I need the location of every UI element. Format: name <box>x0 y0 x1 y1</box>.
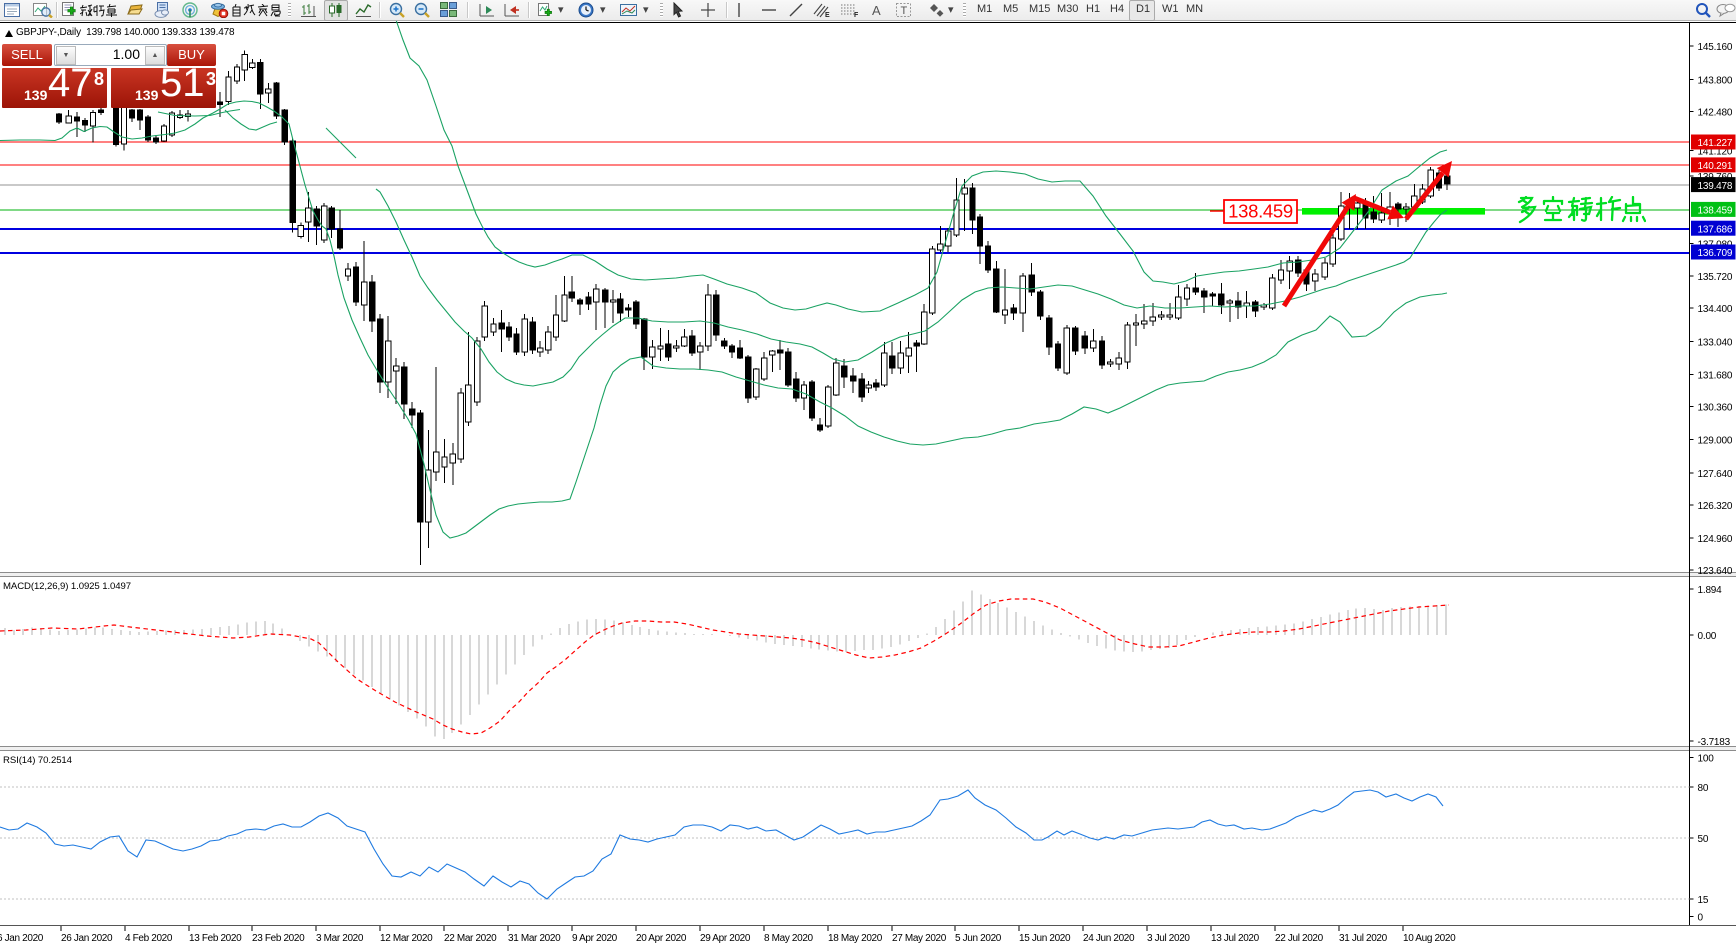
svg-text:139.478: 139.478 <box>1698 181 1733 192</box>
svg-text:50: 50 <box>1698 834 1709 845</box>
svg-text:145.160: 145.160 <box>1698 42 1733 53</box>
svg-text:126.320: 126.320 <box>1698 501 1733 512</box>
svg-text:6 Jan 2020: 6 Jan 2020 <box>0 933 44 944</box>
svg-text:124.960: 124.960 <box>1698 534 1733 545</box>
svg-text:138.459: 138.459 <box>1228 201 1293 222</box>
svg-text:129.000: 129.000 <box>1698 436 1733 447</box>
svg-text:26 Jan 2020: 26 Jan 2020 <box>61 933 113 944</box>
svg-text:RSI(14) 70.2514: RSI(14) 70.2514 <box>3 755 73 766</box>
svg-text:23 Feb 2020: 23 Feb 2020 <box>252 933 305 944</box>
svg-text:12 Mar 2020: 12 Mar 2020 <box>380 933 433 944</box>
svg-text:E: E <box>825 12 830 18</box>
svg-text:8 May 2020: 8 May 2020 <box>764 933 814 944</box>
svg-text:0: 0 <box>1698 913 1704 924</box>
svg-text:123.640: 123.640 <box>1698 566 1733 577</box>
svg-text:3 Jul 2020: 3 Jul 2020 <box>1147 933 1190 944</box>
svg-text:18 May 2020: 18 May 2020 <box>828 933 883 944</box>
svg-text:136.709: 136.709 <box>1698 248 1733 259</box>
svg-text:127.640: 127.640 <box>1698 469 1733 480</box>
svg-text:5 Jun 2020: 5 Jun 2020 <box>955 933 1002 944</box>
svg-text:141.227: 141.227 <box>1698 138 1733 149</box>
svg-text:1.894: 1.894 <box>1698 585 1723 596</box>
svg-text:143.800: 143.800 <box>1698 75 1733 86</box>
svg-text:MACD(12,26,9) 1.0925 1.0497: MACD(12,26,9) 1.0925 1.0497 <box>3 581 131 592</box>
svg-text:135.720: 135.720 <box>1698 272 1733 283</box>
svg-text:F: F <box>854 12 859 18</box>
svg-text:13 Jul 2020: 13 Jul 2020 <box>1211 933 1260 944</box>
svg-text:31 Mar 2020: 31 Mar 2020 <box>508 933 561 944</box>
svg-text:131.680: 131.680 <box>1698 370 1733 381</box>
svg-text:138.459: 138.459 <box>1698 206 1733 217</box>
svg-text:29 Apr 2020: 29 Apr 2020 <box>700 933 751 944</box>
svg-text:134.400: 134.400 <box>1698 304 1733 315</box>
svg-text:141.120: 141.120 <box>1698 147 1733 158</box>
svg-text:31 Jul 2020: 31 Jul 2020 <box>1339 933 1388 944</box>
svg-text:-3.7183: -3.7183 <box>1698 737 1731 748</box>
svg-text:20 Apr 2020: 20 Apr 2020 <box>636 933 687 944</box>
svg-text:22 Jul 2020: 22 Jul 2020 <box>1275 933 1324 944</box>
svg-text:10 Aug 2020: 10 Aug 2020 <box>1403 933 1456 944</box>
svg-text:13 Feb 2020: 13 Feb 2020 <box>189 933 242 944</box>
svg-text:130.360: 130.360 <box>1698 403 1733 414</box>
svg-text:137.686: 137.686 <box>1698 224 1733 235</box>
svg-text:15: 15 <box>1698 895 1709 906</box>
svg-text:133.040: 133.040 <box>1698 337 1733 348</box>
svg-text:3 Mar 2020: 3 Mar 2020 <box>316 933 364 944</box>
svg-text:4 Feb 2020: 4 Feb 2020 <box>125 933 173 944</box>
svg-text:24 Jun 2020: 24 Jun 2020 <box>1083 933 1135 944</box>
svg-text:27 May 2020: 27 May 2020 <box>892 933 947 944</box>
svg-text:0.00: 0.00 <box>1698 631 1717 642</box>
svg-text:100: 100 <box>1698 754 1715 765</box>
svg-text:142.480: 142.480 <box>1698 107 1733 118</box>
svg-text:80: 80 <box>1698 783 1709 794</box>
svg-text:9 Apr 2020: 9 Apr 2020 <box>572 933 618 944</box>
svg-text:T: T <box>901 5 908 17</box>
svg-text:15 Jun 2020: 15 Jun 2020 <box>1019 933 1071 944</box>
svg-text:22 Mar 2020: 22 Mar 2020 <box>444 933 497 944</box>
svg-text:140.291: 140.291 <box>1698 161 1733 172</box>
